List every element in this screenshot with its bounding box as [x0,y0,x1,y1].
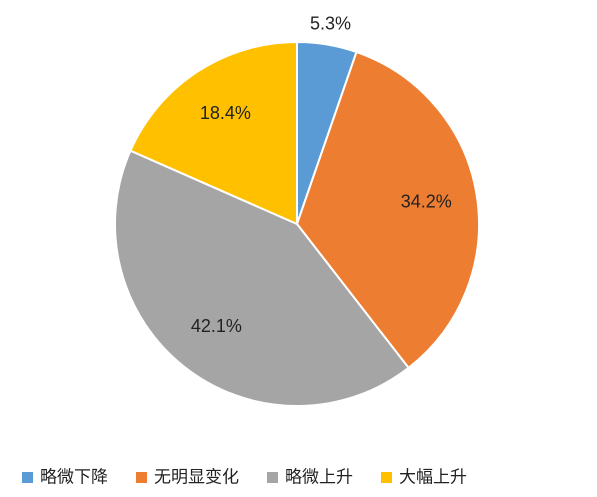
legend: 略微下降 无明显变化 略微上升 大幅上升 [22,467,467,486]
legend-swatch [22,472,33,483]
legend-swatch [267,472,278,483]
pie-slice [114,149,410,407]
legend-label: 略微上升 [285,467,353,486]
data-label: 34.2% [401,191,452,211]
pie-slice [129,40,298,226]
legend-swatch [381,472,392,483]
legend-label: 无明显变化 [154,467,239,486]
pie-slice [295,50,480,370]
pie: 5.3% 34.2% 42.1% 18.4% [114,14,480,407]
data-label: 18.4% [200,103,251,123]
legend-label: 略微下降 [40,467,108,486]
data-label: 5.3% [310,14,351,34]
data-label: 42.1% [191,316,242,336]
legend-label: 大幅上升 [399,467,467,486]
legend-swatch [136,472,147,483]
